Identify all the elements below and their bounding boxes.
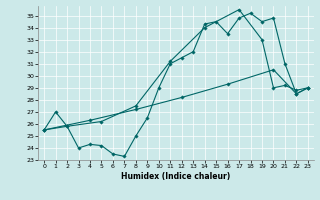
X-axis label: Humidex (Indice chaleur): Humidex (Indice chaleur)	[121, 172, 231, 181]
